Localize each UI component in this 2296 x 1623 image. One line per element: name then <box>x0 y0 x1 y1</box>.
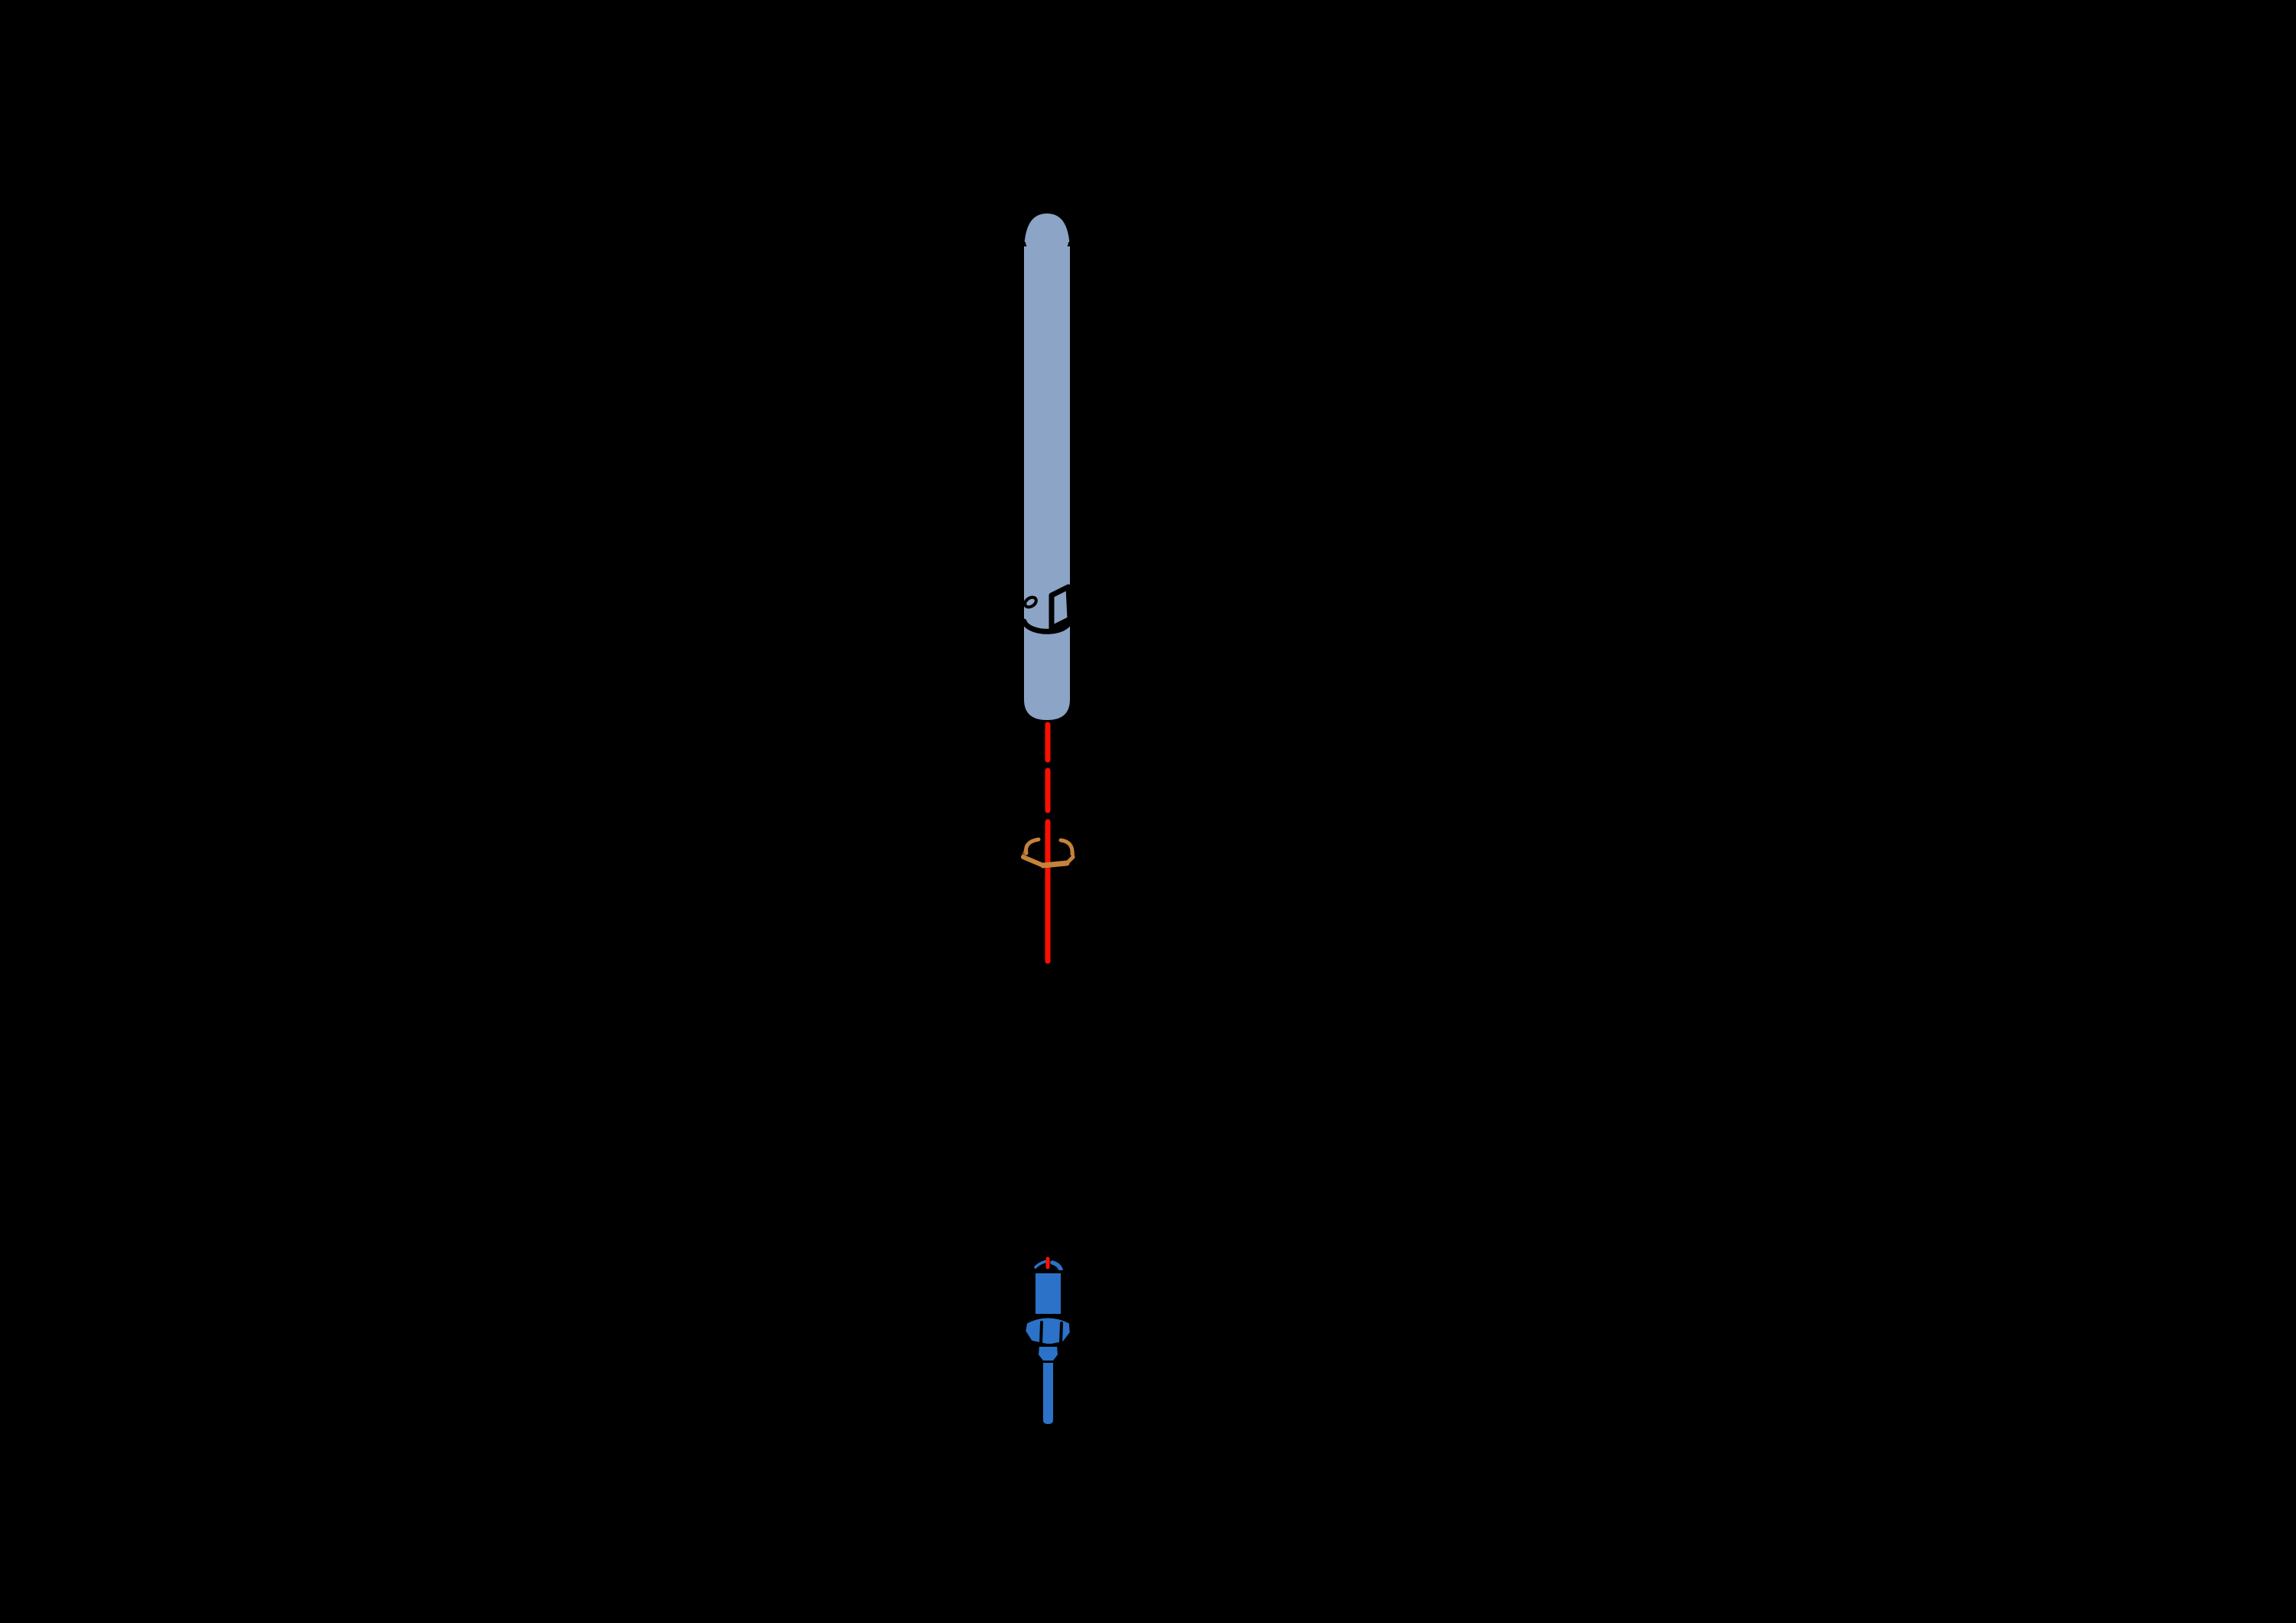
tube-body <box>1024 246 1070 720</box>
connector <box>1022 1256 1074 1424</box>
connector-hex-nut-top-seam <box>1024 1315 1072 1324</box>
connector-step <box>1035 1344 1061 1364</box>
connector-hex-facet-line <box>1039 1321 1043 1346</box>
nut-back-rim-right <box>1058 838 1075 856</box>
nut-front-edge-right <box>1065 855 1075 865</box>
connector-hex-facet-line <box>1059 1322 1063 1344</box>
nut-front-edge-left <box>1021 855 1045 868</box>
tube-dome-cap <box>1024 213 1070 253</box>
connector-pin <box>1043 1363 1053 1424</box>
antenna-tube <box>1021 213 1073 720</box>
tube-side-hole <box>1023 595 1038 609</box>
retaining-nut <box>1021 837 1075 869</box>
nut-back-rim-left <box>1024 837 1041 855</box>
connector-rim-highlight <box>1050 1260 1063 1272</box>
nut-front-edge <box>1040 860 1070 869</box>
tube-collar-seam <box>1021 614 1073 634</box>
connector-body <box>1032 1270 1064 1317</box>
